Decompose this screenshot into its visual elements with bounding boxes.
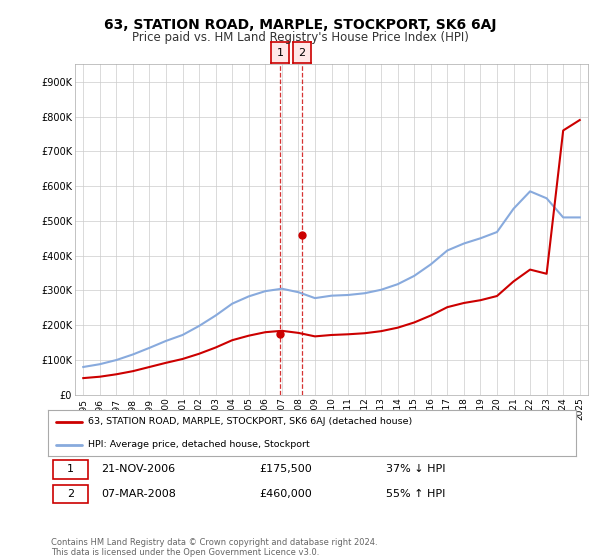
- Text: HPI: Average price, detached house, Stockport: HPI: Average price, detached house, Stoc…: [88, 440, 310, 450]
- Text: 63, STATION ROAD, MARPLE, STOCKPORT, SK6 6AJ (detached house): 63, STATION ROAD, MARPLE, STOCKPORT, SK6…: [88, 417, 412, 427]
- Text: 63, STATION ROAD, MARPLE, STOCKPORT, SK6 6AJ: 63, STATION ROAD, MARPLE, STOCKPORT, SK6…: [104, 18, 496, 32]
- Text: Contains HM Land Registry data © Crown copyright and database right 2024.
This d: Contains HM Land Registry data © Crown c…: [51, 538, 377, 557]
- Text: Price paid vs. HM Land Registry's House Price Index (HPI): Price paid vs. HM Land Registry's House …: [131, 31, 469, 44]
- Text: 2: 2: [67, 489, 74, 499]
- Text: 55% ↑ HPI: 55% ↑ HPI: [386, 489, 445, 499]
- FancyBboxPatch shape: [53, 484, 88, 503]
- Text: 2: 2: [298, 48, 305, 58]
- Text: 1: 1: [277, 48, 284, 58]
- Text: £460,000: £460,000: [259, 489, 312, 499]
- Text: 37% ↓ HPI: 37% ↓ HPI: [386, 464, 445, 474]
- Text: 07-MAR-2008: 07-MAR-2008: [101, 489, 176, 499]
- Text: 1: 1: [67, 464, 74, 474]
- FancyBboxPatch shape: [53, 460, 88, 479]
- Text: 21-NOV-2006: 21-NOV-2006: [101, 464, 175, 474]
- Text: £175,500: £175,500: [259, 464, 312, 474]
